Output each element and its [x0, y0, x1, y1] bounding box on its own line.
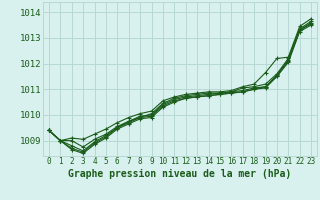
X-axis label: Graphe pression niveau de la mer (hPa): Graphe pression niveau de la mer (hPa)	[68, 169, 292, 179]
